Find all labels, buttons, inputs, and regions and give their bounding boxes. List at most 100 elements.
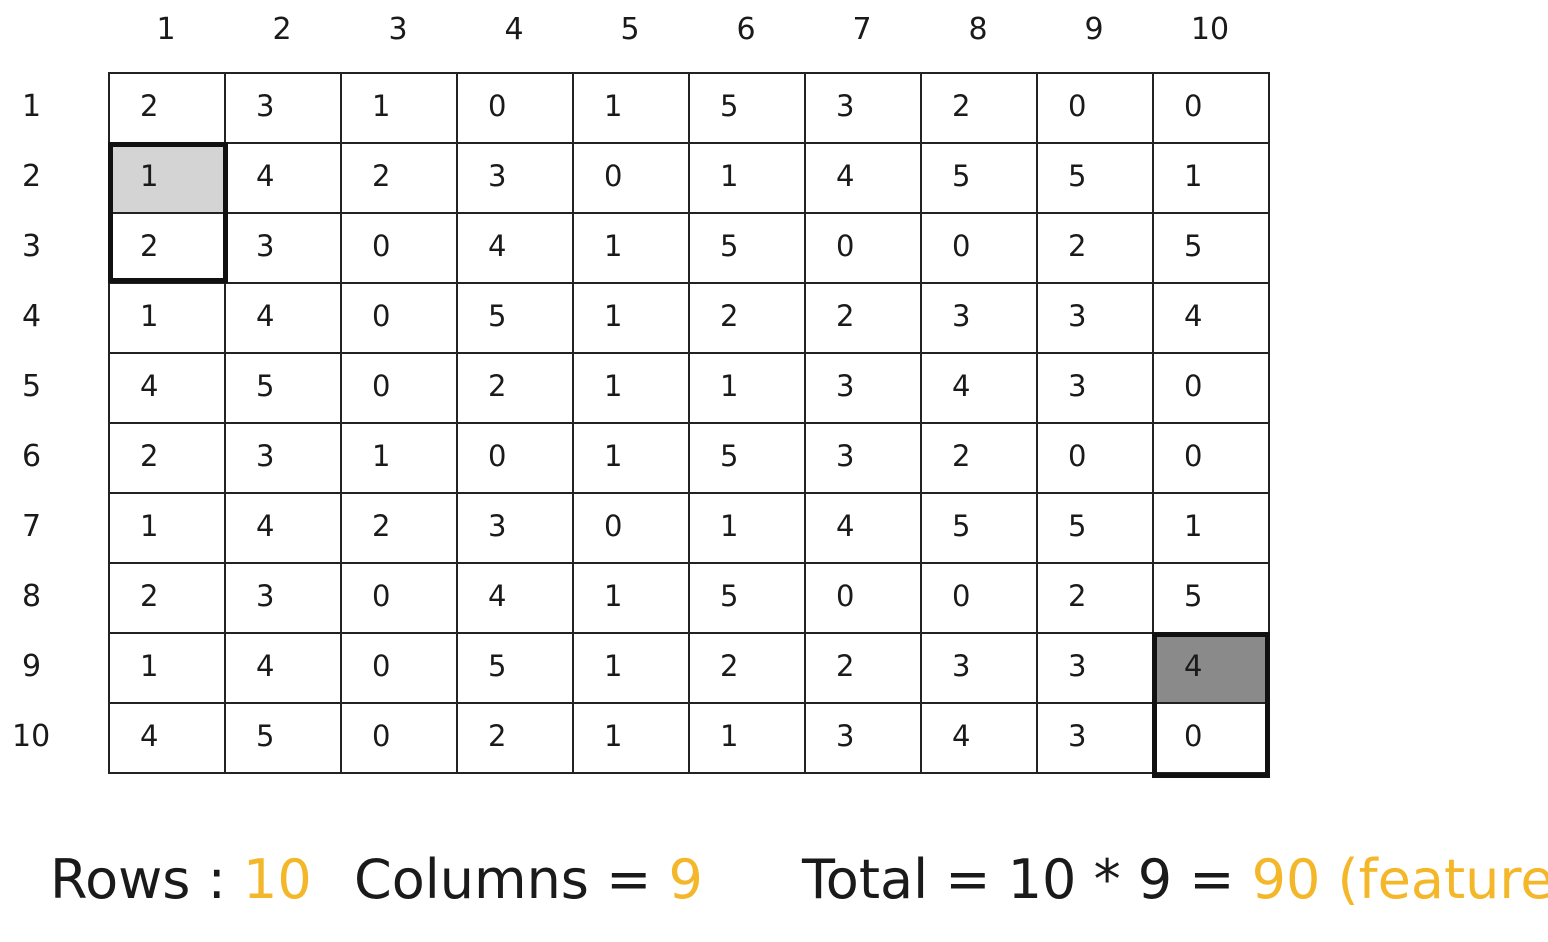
matrix-cell: 1 <box>574 354 690 424</box>
total-label: Total = 10 * 9 = <box>802 848 1252 911</box>
total-summary: Total = 10 * 9 = 90 (features) <box>802 840 1548 920</box>
matrix-cell: 1 <box>110 284 226 354</box>
row-header: 5 <box>22 369 42 404</box>
row-header: 6 <box>22 439 42 474</box>
matrix-cell: 2 <box>1038 214 1154 284</box>
matrix-cell: 3 <box>1038 704 1154 774</box>
matrix-cell: 0 <box>574 494 690 564</box>
matrix-cell: 1 <box>110 494 226 564</box>
row-header: 2 <box>22 159 42 194</box>
matrix-cell: 4 <box>922 704 1038 774</box>
column-header: 4 <box>504 12 524 47</box>
matrix-cell: 1 <box>574 634 690 704</box>
matrix-cell: 1 <box>110 634 226 704</box>
matrix-cell: 0 <box>806 564 922 634</box>
matrix-cell: 5 <box>1038 144 1154 214</box>
matrix-cell: 2 <box>806 284 922 354</box>
matrix-cell: 3 <box>806 354 922 424</box>
column-header: 9 <box>1084 12 1104 47</box>
matrix-cell: 5 <box>1038 494 1154 564</box>
matrix-cell: 2 <box>458 704 574 774</box>
matrix-cell: 1 <box>574 74 690 144</box>
column-header: 2 <box>272 12 292 47</box>
matrix-cell: 0 <box>458 424 574 494</box>
last-window-frame <box>1152 632 1270 778</box>
matrix-cell: 1 <box>690 494 806 564</box>
matrix-cell: 1 <box>110 144 226 214</box>
matrix-cell: 4 <box>110 704 226 774</box>
total-value: 90 (features) <box>1251 848 1548 911</box>
column-header: 3 <box>388 12 408 47</box>
matrix-cell: 3 <box>922 634 1038 704</box>
matrix-cell: 0 <box>922 214 1038 284</box>
matrix-cell: 2 <box>110 74 226 144</box>
matrix-cell: 5 <box>690 214 806 284</box>
row-header: 3 <box>22 229 42 264</box>
matrix-cell: 5 <box>458 284 574 354</box>
row-header: 8 <box>22 579 42 614</box>
matrix-cell: 2 <box>922 424 1038 494</box>
column-header: 1 <box>156 12 176 47</box>
columns-value: 9 <box>668 848 703 911</box>
matrix-cell: 0 <box>806 214 922 284</box>
matrix-cell: 4 <box>806 144 922 214</box>
columns-label: Columns = <box>354 848 669 911</box>
matrix-cell: 4 <box>1154 284 1270 354</box>
matrix-cell: 4 <box>110 354 226 424</box>
matrix-cell: 5 <box>1154 564 1270 634</box>
matrix-cell: 3 <box>458 494 574 564</box>
matrix-cell: 1 <box>574 424 690 494</box>
matrix-cell: 3 <box>1038 354 1154 424</box>
matrix-cell: 0 <box>1154 424 1270 494</box>
matrix-cell: 2 <box>458 354 574 424</box>
row-header: 4 <box>22 299 42 334</box>
matrix-cell: 5 <box>226 704 342 774</box>
columns-summary: Columns = 9 <box>354 840 703 920</box>
matrix-cell: 5 <box>1154 214 1270 284</box>
matrix-cell: 2 <box>806 634 922 704</box>
matrix-cell: 4 <box>458 214 574 284</box>
matrix-cell: 0 <box>1154 74 1270 144</box>
matrix-cell: 5 <box>922 494 1038 564</box>
row-header: 10 <box>12 719 51 754</box>
matrix-cell: 0 <box>1154 354 1270 424</box>
matrix-cell: 2 <box>110 564 226 634</box>
matrix-cell: 5 <box>690 564 806 634</box>
matrix-cell: 4 <box>226 144 342 214</box>
matrix-cell: 1 <box>1154 144 1270 214</box>
matrix-cell: 2 <box>342 144 458 214</box>
matrix-cell: 3 <box>1038 284 1154 354</box>
matrix-cell: 0 <box>342 634 458 704</box>
matrix-cell: 0 <box>342 284 458 354</box>
matrix-cell: 1 <box>574 214 690 284</box>
column-header: 5 <box>620 12 640 47</box>
matrix-cell: 0 <box>574 144 690 214</box>
matrix-cell: 0 <box>1038 74 1154 144</box>
matrix-cell: 1 <box>574 284 690 354</box>
column-header: 6 <box>736 12 756 47</box>
matrix-cell: 3 <box>226 564 342 634</box>
matrix-cell: 0 <box>342 354 458 424</box>
matrix-cell: 1 <box>342 74 458 144</box>
matrix-cell: 3 <box>806 424 922 494</box>
matrix-cell: 3 <box>226 74 342 144</box>
matrix-cell: 1 <box>690 144 806 214</box>
matrix-cell: 5 <box>922 144 1038 214</box>
matrix-cell: 5 <box>690 424 806 494</box>
matrix-cell: 5 <box>690 74 806 144</box>
matrix-cell: 1 <box>574 564 690 634</box>
matrix-cell: 4 <box>806 494 922 564</box>
matrix-cell: 0 <box>342 564 458 634</box>
matrix-cell: 5 <box>226 354 342 424</box>
column-header: 8 <box>968 12 988 47</box>
matrix-cell: 3 <box>226 424 342 494</box>
matrix-cell: 4 <box>226 284 342 354</box>
matrix-cell: 2 <box>110 424 226 494</box>
matrix-cell: 2 <box>342 494 458 564</box>
matrix-cell: 0 <box>342 704 458 774</box>
matrix-cell: 1 <box>1154 494 1270 564</box>
matrix-cell: 2 <box>1038 564 1154 634</box>
matrix-cell: 1 <box>574 704 690 774</box>
column-header: 10 <box>1190 12 1230 47</box>
